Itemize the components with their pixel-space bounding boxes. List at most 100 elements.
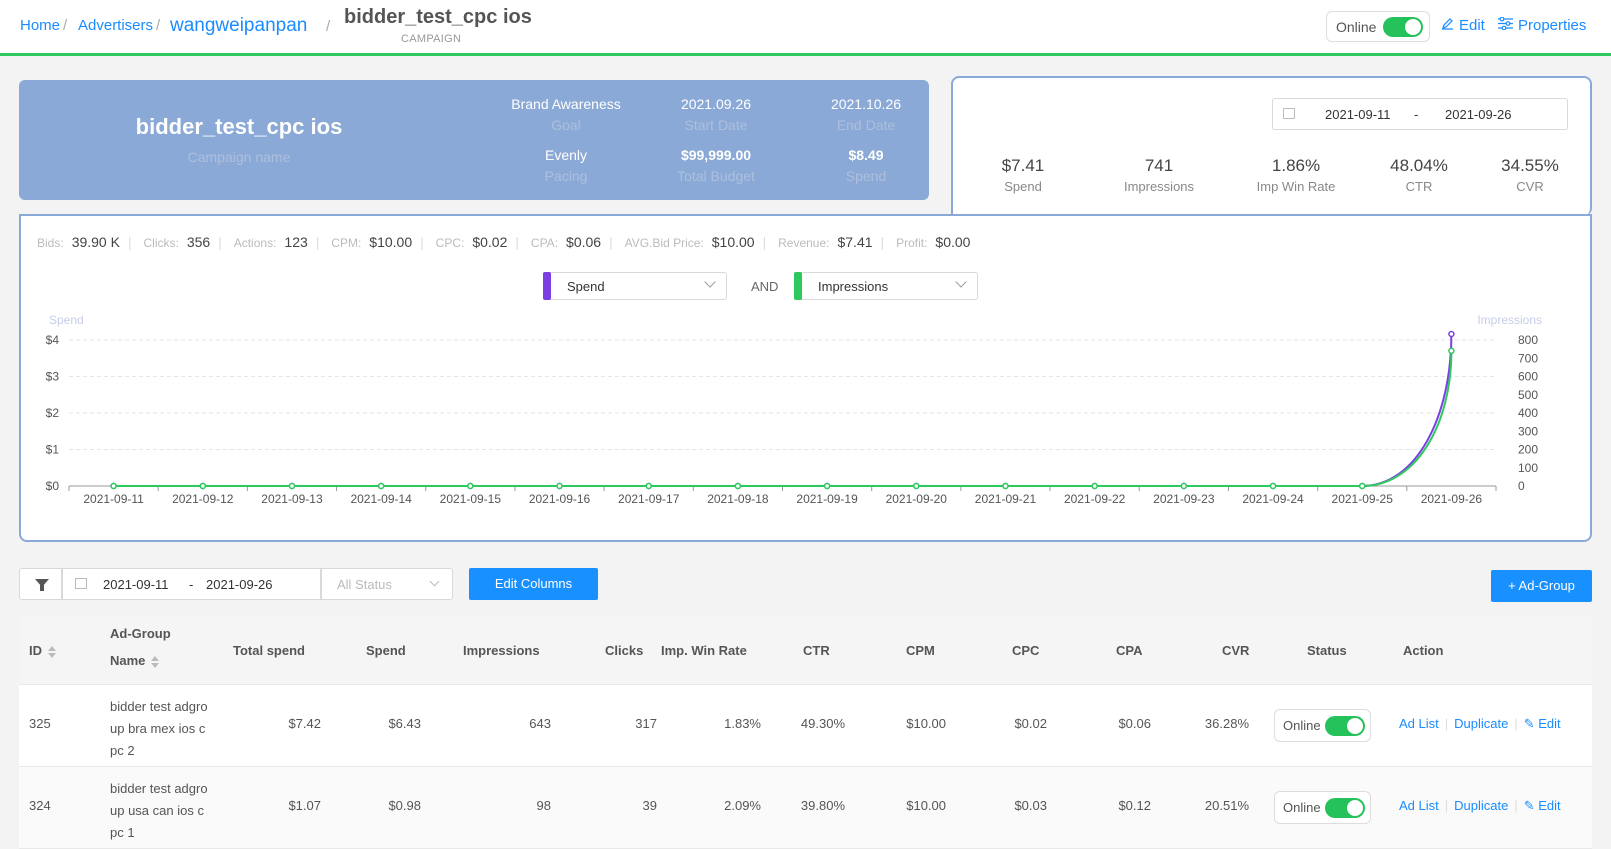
data-point-impressions [556,482,563,490]
pencil-icon [1441,17,1454,34]
y-axis-title: Spend [49,313,84,327]
data-point-impressions [1269,482,1277,490]
metric-avg-bid-price: AVG.Bid Price: $10.00 | [624,234,767,250]
stat-spend: $7.41 Spend [1001,156,1045,194]
row-online-toggle[interactable]: Online [1274,791,1371,824]
breadcrumb-home[interactable]: Home / [20,17,68,34]
table-row: 324 bidder test adgroup usa can ios cpc … [19,767,1592,849]
col-cpa: CPA [1116,643,1143,658]
edit-link[interactable]: Edit [1538,798,1561,813]
sliders-icon [1498,16,1513,34]
goal-info: Brand Awareness Goal [511,96,621,133]
edit-link[interactable]: Edit [1538,716,1561,731]
ad-list-link[interactable]: Ad List [1399,716,1439,731]
metrics-summary-row: Bids: 39.90 K | Clicks: 356 | Actions: 123 | C… [37,234,970,250]
series-line-spend [113,333,1453,487]
y2-tick-label: 600 [1518,370,1538,384]
chevron-down-icon [429,576,440,587]
col-action: Action [1403,643,1444,658]
online-switch[interactable] [1325,716,1365,736]
x-tick-label: 2021-09-25 [1332,492,1394,506]
data-point-impressions [288,482,296,490]
ad-list-link[interactable]: Ad List [1399,798,1439,813]
y-tick-label: $2 [46,406,60,420]
pencil-icon: ✎ [1523,716,1539,731]
y-tick-label: $0 [46,479,60,493]
x-tick-label: 2021-09-17 [618,492,680,506]
page-title: bidder_test_cpc ios [344,6,532,28]
impressions-color-bar [794,272,802,300]
y2-tick-label: 300 [1518,424,1538,438]
online-label: Online [1336,19,1377,35]
status-filter-select[interactable]: All Status [321,568,453,600]
col-cpc: CPC [1012,643,1040,658]
col-cvr: CVR [1222,643,1250,658]
line-chart: Spend Impressions $0 $1 $2 $3 $4 0 100 200 300 400 5… [46,313,1542,506]
campaign-online-toggle[interactable]: Online [1326,11,1430,42]
col-clicks: Clicks [605,643,644,658]
properties-button[interactable]: Properties [1498,16,1586,34]
x-tick-label: 2021-09-13 [261,492,323,506]
col-impressions: Impressions [463,643,540,658]
duplicate-link[interactable]: Duplicate [1454,716,1509,731]
edit-columns-button[interactable]: Edit Columns [469,568,598,600]
stats-date-to: 2021-09-26 [1445,107,1512,122]
stat-impressions: 741 Impressions [1123,156,1195,194]
spend-info: $8.49 Spend [845,147,887,184]
row-actions: Ad List | Duplicate | ✎ Edit [1399,798,1561,813]
data-point-impressions [1180,482,1188,490]
stats-date-from: 2021-09-11 [1325,107,1391,122]
data-point-impressions [1358,482,1366,490]
col-ctr: CTR [803,643,830,658]
table-row: 325 bidder test adgroup bra mex ios cpc … [19,685,1592,767]
date-dash: - [1414,107,1419,122]
y2-tick-label: 400 [1518,406,1538,420]
x-tick-label: 2021-09-19 [796,492,858,506]
table-header: ID Ad-Group Name Total spend Spend Impre… [19,615,1592,685]
start-date-info: 2021.09.26 Start Date [680,96,752,133]
sort-icon[interactable] [48,645,56,658]
y-tick-label: $1 [46,443,60,457]
duplicate-link[interactable]: Duplicate [1454,798,1509,813]
add-adgroup-button[interactable]: + Ad-Group [1491,570,1592,602]
breadcrumb-advertiser[interactable]: wangweipanpan [170,15,308,36]
adgroup-table: ID Ad-Group Name Total spend Spend Impre… [19,615,1592,849]
campaign-name: bidder_test_cpc ios [135,114,343,139]
col-id[interactable]: ID [29,643,56,658]
x-tick-label: 2021-09-14 [350,492,412,506]
edit-button[interactable]: Edit [1441,17,1485,34]
x-tick-label: 2021-09-15 [440,492,502,506]
metric-profit: Profit: $0.00 [896,234,971,250]
data-point-spend [1448,330,1455,338]
x-tick-label: 2021-09-16 [529,492,591,506]
x-tick-label: 2021-09-12 [172,492,234,506]
col-spend: Spend [366,643,406,658]
table-date-range-picker[interactable]: 2021-09-11 - 2021-09-26 [62,568,321,600]
row-online-toggle[interactable]: Online [1274,709,1371,742]
metric-bids: Bids: 39.90 K | [37,234,132,250]
stat-ctr: 48.04% CTR [1390,156,1448,194]
right-metric-select[interactable]: Impressions [794,272,978,300]
col-name-line1: Ad-Group [110,626,171,641]
x-tick-label: 2021-09-18 [707,492,769,506]
online-switch[interactable] [1383,17,1423,37]
and-label: AND [751,279,779,294]
y2-tick-label: 200 [1518,443,1538,457]
filter-icon [35,579,49,587]
sort-icon[interactable] [151,655,160,668]
calendar-icon [1283,108,1295,119]
stats-date-range-picker[interactable]: 2021-09-11 - 2021-09-26 [1272,98,1568,130]
data-point-impressions [377,482,385,490]
online-switch[interactable] [1325,798,1365,818]
adgroup-name: bidder test adgroup usa can ios cpc 1 [110,781,208,840]
data-point-impressions [110,482,117,490]
filter-button[interactable] [19,568,62,600]
breadcrumb-advertisers[interactable]: Advertisers / [78,17,161,34]
x-tick-label: 2021-09-24 [1242,492,1304,506]
metric-cpc: CPC: $0.02 | [435,234,520,250]
data-point-impressions [1091,482,1098,490]
col-name[interactable]: Name [110,653,160,668]
x-tick-label: 2021-09-26 [1421,492,1483,506]
y2-tick-label: 800 [1518,333,1538,347]
left-metric-select[interactable]: Spend [543,272,727,300]
